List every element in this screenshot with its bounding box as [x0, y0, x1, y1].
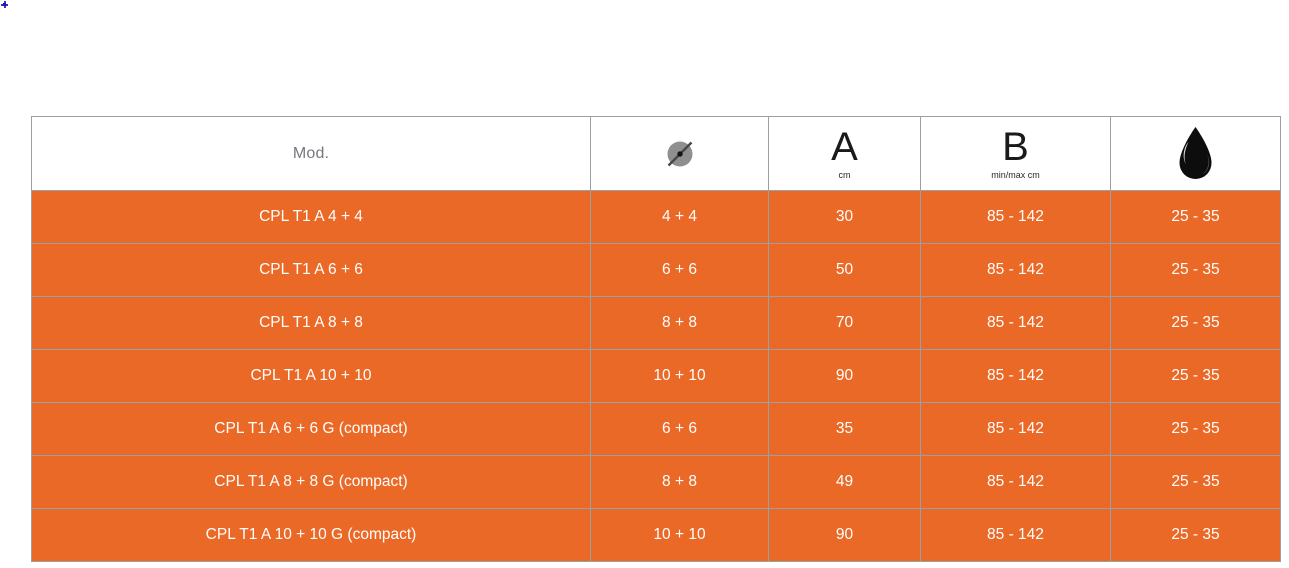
table-header-row: Mod. A cm B m — [31, 116, 1281, 191]
water-cell: 25 - 35 — [1110, 402, 1281, 456]
column-header-dimension-b: B min/max cm — [920, 116, 1111, 191]
table-row: CPL T1 A 4 + 4 4 + 4 30 85 - 142 25 - 35 — [31, 190, 1281, 244]
column-header-model: Mod. — [31, 116, 591, 191]
water-cell: 25 - 35 — [1110, 349, 1281, 403]
dimension-b-cell: 85 - 142 — [920, 349, 1111, 403]
plates-cell: 10 + 10 — [590, 349, 769, 403]
column-header-dimension-a: A cm — [768, 116, 921, 191]
water-cell: 25 - 35 — [1110, 243, 1281, 297]
dimension-a-cell: 49 — [768, 455, 921, 509]
dimension-a-cell: 70 — [768, 296, 921, 350]
dimension-a-cell: 30 — [768, 190, 921, 244]
table-row: CPL T1 A 10 + 10 10 + 10 90 85 - 142 25 … — [31, 349, 1281, 403]
water-drop-icon — [1179, 126, 1212, 179]
model-cell: CPL T1 A 4 + 4 — [31, 190, 591, 244]
tiny-blue-cross-center — [3, 3, 6, 6]
plates-cell: 10 + 10 — [590, 508, 769, 562]
dimension-a-cell: 50 — [768, 243, 921, 297]
dimension-a-cell: 90 — [768, 508, 921, 562]
dimension-b-cell: 85 - 142 — [920, 508, 1111, 562]
model-cell: CPL T1 A 10 + 10 — [31, 349, 591, 403]
dimension-a-cell: 35 — [768, 402, 921, 456]
tiny-blue-cross-icon — [1, 1, 8, 8]
dimension-b-cell: 85 - 142 — [920, 190, 1111, 244]
plates-cell: 8 + 8 — [590, 455, 769, 509]
product-spec-table: Mod. A cm B m — [31, 116, 1281, 562]
model-cell: CPL T1 A 6 + 6 G (compact) — [31, 402, 591, 456]
plates-cell: 6 + 6 — [590, 243, 769, 297]
column-header-water — [1110, 116, 1281, 191]
dimension-b-cell: 85 - 142 — [920, 296, 1111, 350]
dimension-b-letter: B — [1002, 125, 1029, 169]
table-row: CPL T1 A 6 + 6 6 + 6 50 85 - 142 25 - 35 — [31, 243, 1281, 297]
dimension-b-cell: 85 - 142 — [920, 455, 1111, 509]
table-row: CPL T1 A 8 + 8 G (compact) 8 + 8 49 85 -… — [31, 455, 1281, 509]
water-cell: 25 - 35 — [1110, 190, 1281, 244]
column-header-plates — [590, 116, 769, 191]
dimension-a-letter: A — [831, 125, 858, 169]
water-cell: 25 - 35 — [1110, 508, 1281, 562]
plates-cell: 8 + 8 — [590, 296, 769, 350]
water-cell: 25 - 35 — [1110, 296, 1281, 350]
model-cell: CPL T1 A 6 + 6 — [31, 243, 591, 297]
plates-cell: 6 + 6 — [590, 402, 769, 456]
table-row: CPL T1 A 10 + 10 G (compact) 10 + 10 90 … — [31, 508, 1281, 562]
table-row: CPL T1 A 6 + 6 G (compact) 6 + 6 35 85 -… — [31, 402, 1281, 456]
model-cell: CPL T1 A 8 + 8 — [31, 296, 591, 350]
burner-plate-icon — [667, 141, 692, 166]
model-cell: CPL T1 A 10 + 10 G (compact) — [31, 508, 591, 562]
dimension-a-caption: cm — [838, 170, 851, 180]
plates-cell: 4 + 4 — [590, 190, 769, 244]
dimension-a-cell: 90 — [768, 349, 921, 403]
model-column-label: Mod. — [292, 144, 330, 162]
table-row: CPL T1 A 8 + 8 8 + 8 70 85 - 142 25 - 35 — [31, 296, 1281, 350]
model-cell: CPL T1 A 8 + 8 G (compact) — [31, 455, 591, 509]
water-cell: 25 - 35 — [1110, 455, 1281, 509]
dimension-b-cell: 85 - 142 — [920, 243, 1111, 297]
dimension-b-cell: 85 - 142 — [920, 402, 1111, 456]
dimension-b-caption: min/max cm — [991, 170, 1040, 180]
